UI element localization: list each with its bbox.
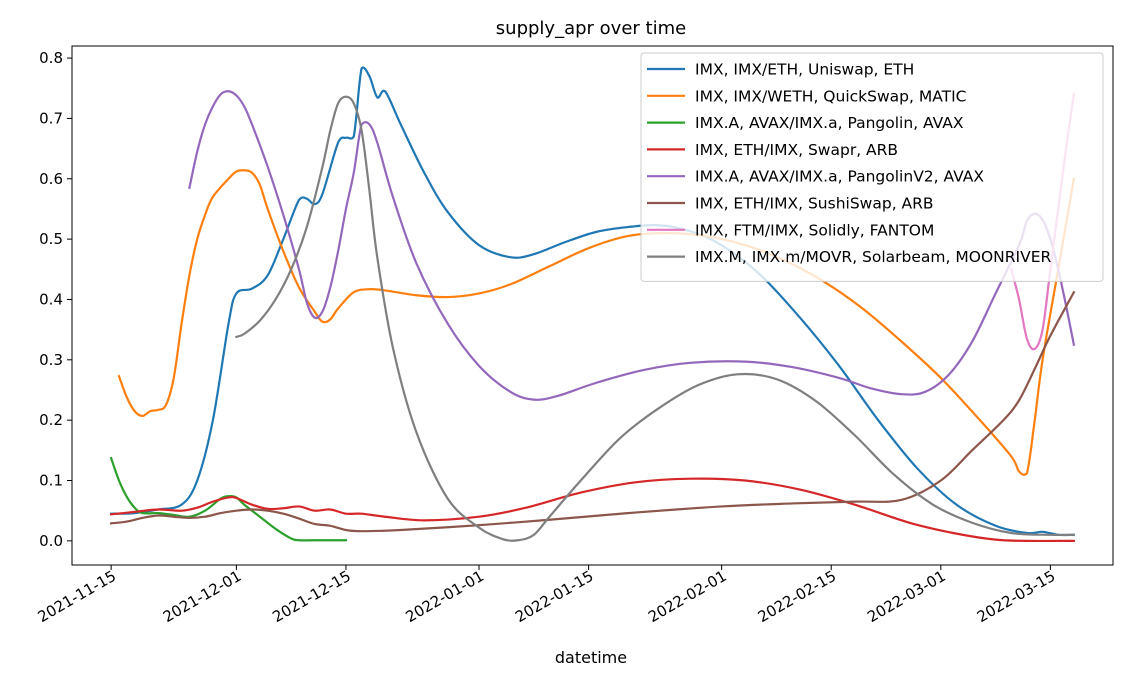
legend-label-7: IMX, FTM/IMX, Solidly, FANTOM: [695, 221, 934, 239]
legend-label-4: IMX, ETH/IMX, Swapr, ARB: [695, 141, 898, 159]
y-tick-label: 0.7: [39, 109, 63, 127]
series-line-2: [117, 169, 1076, 476]
y-tick-label: 0.0: [39, 532, 63, 550]
y-tick-label: 0.2: [39, 411, 63, 429]
y-tick-label: 0.4: [39, 290, 63, 308]
series-line-5: [188, 90, 1076, 401]
series-lines: [109, 66, 1076, 543]
y-tick-label: 0.3: [39, 351, 63, 369]
y-tick-label: 0.8: [39, 49, 63, 67]
axes-frame: [71, 45, 1114, 566]
y-tick-label: 0.5: [39, 230, 63, 248]
series-line-4: [109, 477, 1075, 543]
legend-label-3: IMX.A, AVAX/IMX.a, Pangolin, AVAX: [695, 114, 964, 132]
series-line-1: [110, 66, 1075, 537]
y-tick-label: 0.6: [39, 170, 63, 188]
legend-label-8: IMX.M, IMX.m/MOVR, Solarbeam, MOONRIVER: [695, 248, 1051, 266]
legend-label-6: IMX, ETH/IMX, SushiSwap, ARB: [695, 195, 934, 213]
series-line-6: [109, 290, 1076, 533]
legend-label-2: IMX, IMX/WETH, QuickSwap, MATIC: [695, 87, 966, 105]
series-line-8: [234, 95, 1075, 542]
legend-label-5: IMX.A, AVAX/IMX.a, PangolinV2, AVAX: [695, 168, 984, 186]
legend-label-1: IMX, IMX/ETH, Uniswap, ETH: [695, 61, 914, 79]
chart-title: supply_apr over time: [496, 18, 686, 39]
legend-box: [640, 52, 1104, 282]
y-tick-label: 0.1: [39, 472, 63, 490]
x-axis-label: datetime: [555, 648, 627, 667]
